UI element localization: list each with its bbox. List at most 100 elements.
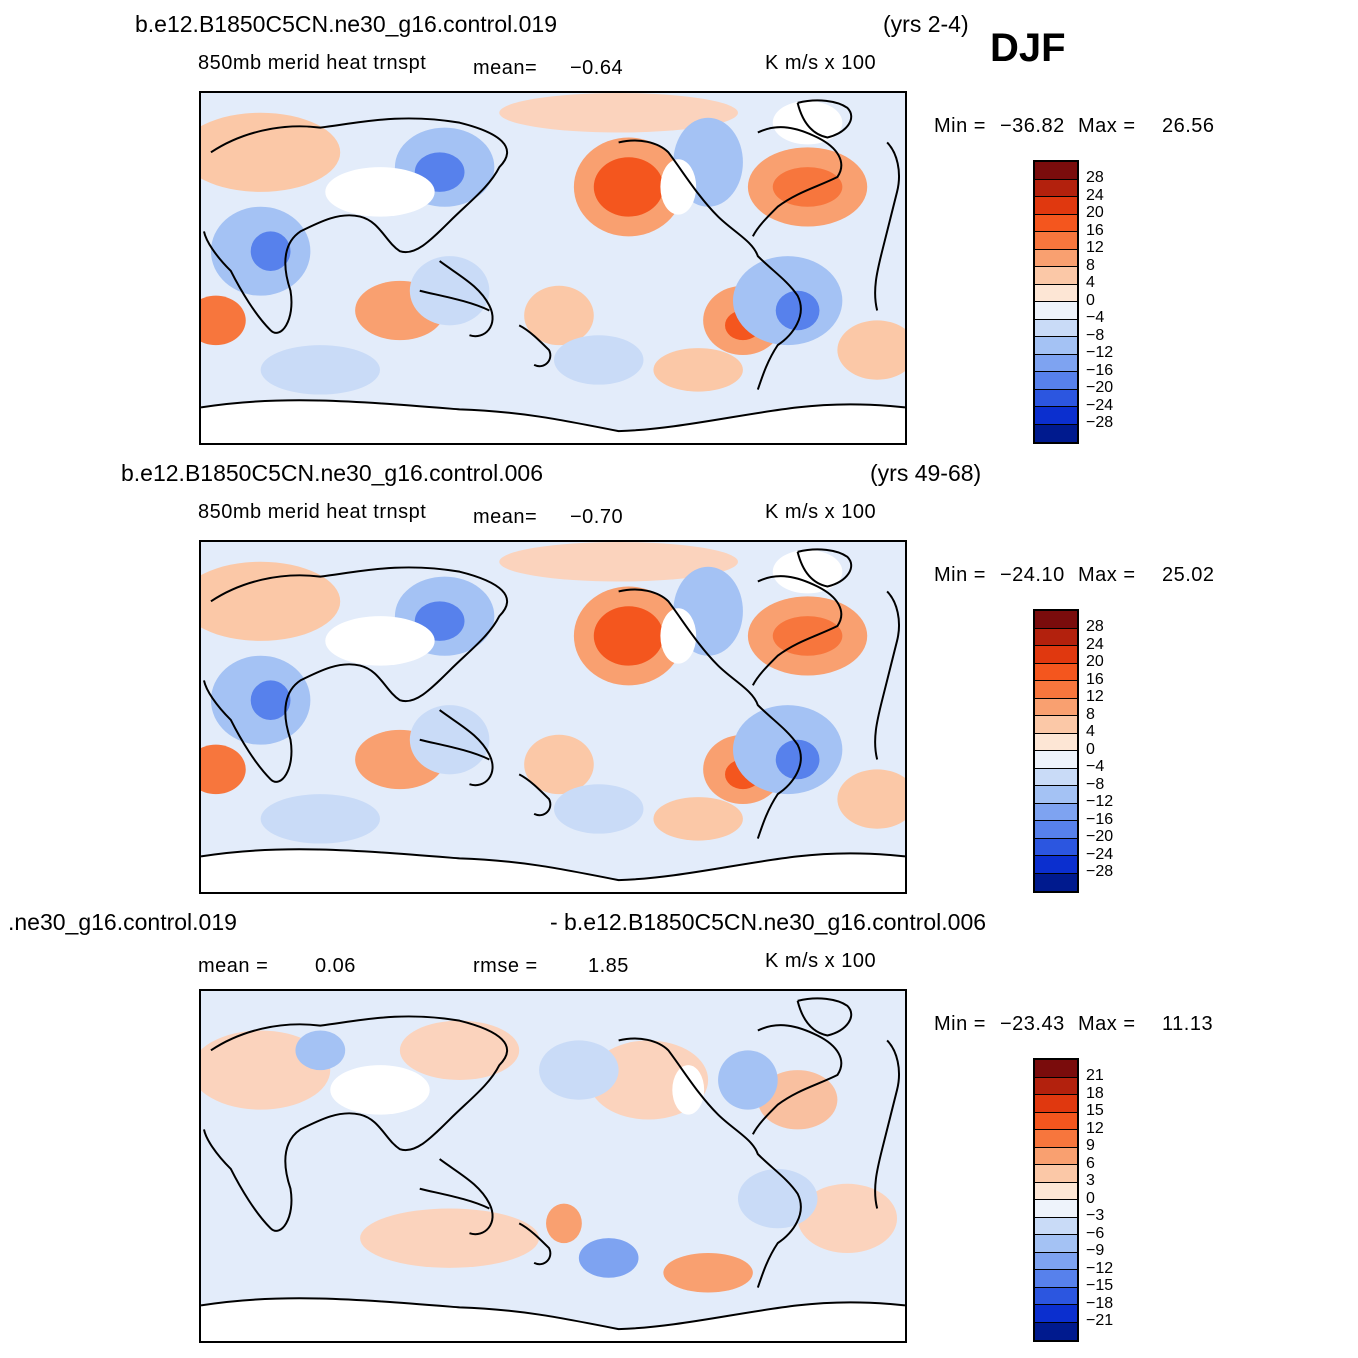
panel-2-years: (yrs 49-68) [870, 460, 982, 486]
panel-1-min-label: Min = [934, 115, 986, 137]
colorbar-swatch [1035, 1165, 1077, 1183]
colorbar-swatch [1035, 302, 1077, 320]
panel-2-min-label: Min = [934, 564, 986, 586]
colorbar-level-label: −12 [1086, 1259, 1114, 1277]
panel-2-colorbar [1033, 609, 1079, 893]
colorbar-level-label: 8 [1086, 705, 1095, 723]
colorbar-swatch [1035, 1235, 1077, 1253]
colorbar-level-label: −16 [1086, 361, 1114, 379]
colorbar-swatch [1035, 197, 1077, 215]
colorbar-level-label: −8 [1086, 326, 1105, 344]
colorbar-swatch [1035, 214, 1077, 232]
colorbar-swatch [1035, 232, 1077, 250]
panel-2-units: K m/s x 100 [765, 501, 877, 523]
colorbar-swatch [1035, 424, 1077, 442]
colorbar-swatch [1035, 873, 1077, 891]
colorbar-swatch [1035, 821, 1077, 839]
colorbar-swatch [1035, 337, 1077, 355]
colorbar-swatch [1035, 1287, 1077, 1305]
panel-2-mean-value: −0.70 [570, 506, 624, 528]
colorbar-swatch [1035, 1200, 1077, 1218]
colorbar-swatch [1035, 1305, 1077, 1323]
colorbar-level-label: −12 [1086, 344, 1114, 361]
colorbar-level-label: 15 [1086, 1102, 1104, 1119]
panel-2-variable: 850mb merid heat trnspt [198, 501, 427, 523]
panel-3-case-right: - b.e12.B1850C5CN.ne30_g16.control.006 [550, 909, 987, 935]
panel-2-map [199, 540, 907, 894]
panel-3-min-label: Min = [934, 1013, 986, 1035]
panel-3-min-value: −23.43 [1000, 1013, 1065, 1035]
colorbar-swatch [1035, 372, 1077, 390]
panel-1-units: K m/s x 100 [765, 52, 877, 74]
colorbar-swatch [1035, 838, 1077, 856]
colorbar-swatch [1035, 1112, 1077, 1130]
panel-1-max-label: Max = [1078, 115, 1136, 137]
colorbar-swatch [1035, 803, 1077, 821]
colorbar-swatch [1035, 1147, 1077, 1165]
colorbar-level-label: 0 [1086, 291, 1095, 309]
panel-3-map [199, 989, 907, 1343]
colorbar-level-label: −4 [1086, 309, 1105, 326]
colorbar-swatch [1035, 1060, 1077, 1078]
colorbar-level-label: 28 [1086, 169, 1104, 186]
colorbar-level-label: −24 [1086, 396, 1114, 414]
colorbar-swatch [1035, 267, 1077, 285]
colorbar-swatch [1035, 768, 1077, 786]
colorbar-level-label: 9 [1086, 1137, 1095, 1154]
colorbar-swatch [1035, 162, 1077, 180]
season-label: DJF [990, 26, 1066, 70]
panel-1-years: (yrs 2-4) [883, 11, 969, 37]
colorbar-level-label: −28 [1086, 863, 1114, 880]
colorbar-swatch [1035, 716, 1077, 734]
colorbar-swatch [1035, 628, 1077, 646]
colorbar-level-label: 21 [1086, 1067, 1104, 1084]
panel-3-colorbar [1033, 1058, 1079, 1342]
colorbar-level-label: 20 [1086, 653, 1104, 670]
colorbar-level-label: −6 [1086, 1224, 1105, 1242]
colorbar-level-label: 0 [1086, 1189, 1095, 1207]
panel-3-units: K m/s x 100 [765, 950, 877, 972]
colorbar-level-label: 18 [1086, 1084, 1104, 1102]
colorbar-swatch [1035, 611, 1077, 629]
colorbar-level-label: 16 [1086, 670, 1104, 688]
colorbar-swatch [1035, 1077, 1077, 1095]
colorbar-level-label: −12 [1086, 793, 1114, 810]
colorbar-swatch [1035, 698, 1077, 716]
colorbar-swatch [1035, 249, 1077, 267]
panel-2-min-value: −24.10 [1000, 564, 1065, 586]
panel-3-rmse-label: rmse = [473, 955, 538, 977]
colorbar-swatch [1035, 1252, 1077, 1270]
colorbar-swatch [1035, 733, 1077, 751]
colorbar-level-label: −24 [1086, 845, 1114, 863]
colorbar-swatch [1035, 681, 1077, 699]
panel-3-case-left: .ne30_g16.control.019 [8, 909, 237, 935]
panel-3-mean-value: 0.06 [315, 955, 356, 977]
colorbar-swatch [1035, 1130, 1077, 1148]
panel-1-max-value: 26.56 [1162, 115, 1215, 137]
colorbar-level-label: 4 [1086, 723, 1095, 740]
colorbar-level-label: 12 [1086, 688, 1104, 705]
colorbar-level-label: 24 [1086, 186, 1104, 204]
colorbar-level-label: 16 [1086, 221, 1104, 239]
panel-2-mean-label: mean= [473, 506, 538, 528]
colorbar-level-label: −18 [1086, 1294, 1114, 1312]
panel-1-mean-label: mean= [473, 57, 538, 79]
colorbar-level-label: 12 [1086, 1119, 1104, 1137]
colorbar-swatch [1035, 389, 1077, 407]
panel-2: b.e12.B1850C5CN.ne30_g16.control.006 (yr… [0, 449, 1358, 899]
colorbar-swatch [1035, 663, 1077, 681]
colorbar-swatch [1035, 786, 1077, 804]
colorbar-level-label: 20 [1086, 204, 1104, 221]
colorbar-swatch [1035, 1270, 1077, 1288]
panel-1: b.e12.B1850C5CN.ne30_g16.control.019 (yr… [0, 0, 1358, 450]
colorbar-level-label: −21 [1086, 1312, 1114, 1329]
colorbar-swatch [1035, 1182, 1077, 1200]
colorbar-level-label: −3 [1086, 1207, 1105, 1224]
colorbar-swatch [1035, 319, 1077, 337]
panel-1-variable: 850mb merid heat trnspt [198, 52, 427, 74]
colorbar-level-label: 24 [1086, 635, 1104, 653]
colorbar-level-label: −8 [1086, 775, 1105, 793]
panel-1-colorbar [1033, 160, 1079, 444]
colorbar-level-label: −15 [1086, 1277, 1114, 1294]
colorbar-level-label: 3 [1086, 1172, 1095, 1189]
